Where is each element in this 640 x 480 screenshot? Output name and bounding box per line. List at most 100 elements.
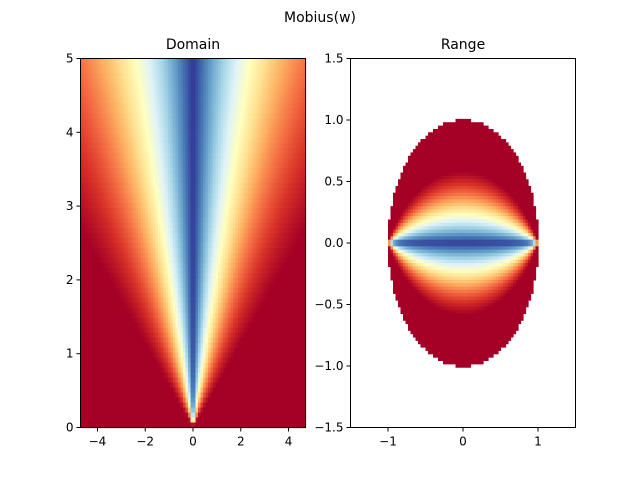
domain-heatmap-cell — [160, 98, 164, 104]
domain-heatmap-cell — [85, 83, 89, 90]
domain-heatmap-cell — [193, 98, 197, 104]
domain-heatmap-cell — [280, 103, 284, 109]
domain-heatmap-cell — [168, 93, 172, 99]
domain-heatmap-cell — [208, 73, 212, 80]
domain-heatmap-cell — [138, 58, 142, 65]
domain-heatmap-cell — [265, 83, 269, 90]
domain-heatmap-cell — [253, 83, 257, 90]
domain-heatmap-cell — [235, 88, 239, 95]
domain-heatmap-cell — [183, 68, 187, 75]
domain-heatmap-cell — [160, 83, 164, 90]
domain-heatmap-cell — [80, 78, 84, 85]
domain-heatmap-cell — [108, 63, 112, 70]
domain-heatmap-cell — [263, 73, 267, 80]
domain-heatmap-cell — [203, 98, 207, 104]
domain-heatmap-cell — [188, 88, 192, 95]
domain-heatmap-cell — [178, 88, 182, 95]
domain-heatmap-cell — [148, 98, 152, 104]
domain-heatmap-cell — [303, 68, 307, 75]
domain-heatmap-cell — [203, 93, 207, 99]
domain-heatmap-cell — [210, 83, 214, 90]
domain-heatmap-cell — [95, 83, 99, 90]
domain-heatmap-cell — [158, 108, 162, 114]
domain-heatmap-cell — [198, 68, 202, 75]
domain-heatmap-cell — [145, 108, 149, 114]
domain-heatmap-cell — [203, 88, 207, 95]
domain-heatmap-cell — [90, 63, 94, 70]
domain-heatmap-cell — [280, 63, 284, 70]
domain-heatmap-cell — [115, 108, 119, 114]
domain-heatmap-cell — [150, 93, 154, 99]
domain-heatmap-cell — [175, 58, 179, 65]
domain-heatmap-cell — [195, 63, 199, 70]
domain-heatmap-cell — [138, 78, 142, 85]
domain-heatmap-cell — [240, 83, 244, 90]
domain-heatmap-cell — [233, 68, 237, 75]
domain-heatmap-cell — [170, 83, 174, 90]
domain-heatmap-cell — [170, 73, 174, 80]
domain-heatmap-cell — [88, 63, 92, 70]
domain-heatmap-cell — [285, 98, 289, 104]
domain-heatmap-cell — [193, 63, 197, 70]
domain-heatmap-cell — [85, 88, 89, 95]
domain-heatmap-cell — [143, 78, 147, 85]
domain-heatmap-cell — [205, 108, 209, 114]
domain-heatmap-cell — [155, 78, 159, 85]
domain-heatmap-cell — [120, 68, 124, 75]
domain-heatmap-cell — [88, 88, 92, 95]
domain-heatmap-cell — [143, 68, 147, 75]
domain-heatmap-cell — [170, 88, 174, 95]
domain-heatmap-cell — [125, 108, 129, 114]
domain-heatmap-cell — [173, 93, 177, 99]
domain-heatmap-cell — [298, 68, 302, 75]
domain-heatmap-cell — [300, 83, 304, 90]
domain-heatmap-cell — [135, 83, 139, 90]
domain-heatmap-cell — [95, 103, 99, 109]
domain-heatmap-cell — [258, 83, 262, 90]
domain-heatmap-cell — [130, 58, 134, 65]
domain-heatmap-cell — [135, 58, 139, 65]
domain-heatmap-cell — [300, 73, 304, 80]
domain-heatmap-cell — [183, 108, 187, 114]
domain-heatmap-cell — [135, 88, 139, 95]
domain-heatmap-cell — [183, 98, 187, 104]
domain-heatmap-cell — [273, 73, 277, 80]
domain-heatmap-cell — [105, 103, 109, 109]
domain-heatmap-cell — [110, 88, 114, 95]
domain-heatmap-cell — [105, 88, 109, 95]
domain-heatmap-cell — [143, 88, 147, 95]
domain-heatmap-cell — [238, 88, 242, 95]
domain-heatmap-cell — [173, 83, 177, 90]
domain-heatmap-cell — [175, 88, 179, 95]
domain-heatmap-cell — [115, 103, 119, 109]
domain-heatmap-cell — [195, 108, 199, 114]
domain-heatmap-cell — [248, 93, 252, 99]
domain-heatmap-cell — [220, 108, 224, 114]
domain-heatmap-cell — [293, 93, 297, 99]
domain-heatmap-cell — [140, 108, 144, 114]
domain-heatmap-cell — [103, 93, 107, 99]
domain-heatmap-cell — [165, 58, 169, 65]
domain-heatmap-cell — [93, 98, 97, 104]
domain-heatmap-cell — [143, 73, 147, 80]
domain-heatmap-cell — [180, 88, 184, 95]
domain-heatmap-cell — [110, 73, 114, 80]
domain-heatmap-cell — [163, 63, 167, 70]
domain-heatmap-cell — [140, 88, 144, 95]
domain-heatmap-cell — [198, 88, 202, 95]
domain-heatmap-cell — [158, 103, 162, 109]
domain-heatmap-cell — [275, 63, 279, 70]
domain-heatmap-cell — [125, 73, 129, 80]
domain-heatmap-cell — [290, 58, 294, 65]
domain-heatmap-cell — [235, 68, 239, 75]
domain-heatmap-cell — [108, 73, 112, 80]
domain-heatmap-cell — [243, 83, 247, 90]
domain-heatmap-cell — [123, 93, 127, 99]
domain-heatmap-cell — [295, 63, 299, 70]
domain-heatmap-cell — [250, 83, 254, 90]
domain-heatmap-cell — [235, 63, 239, 70]
domain-heatmap-cell — [203, 63, 207, 70]
domain-heatmap-cell — [265, 78, 269, 85]
domain-heatmap-cell — [203, 58, 207, 65]
domain-heatmap-cell — [165, 73, 169, 80]
